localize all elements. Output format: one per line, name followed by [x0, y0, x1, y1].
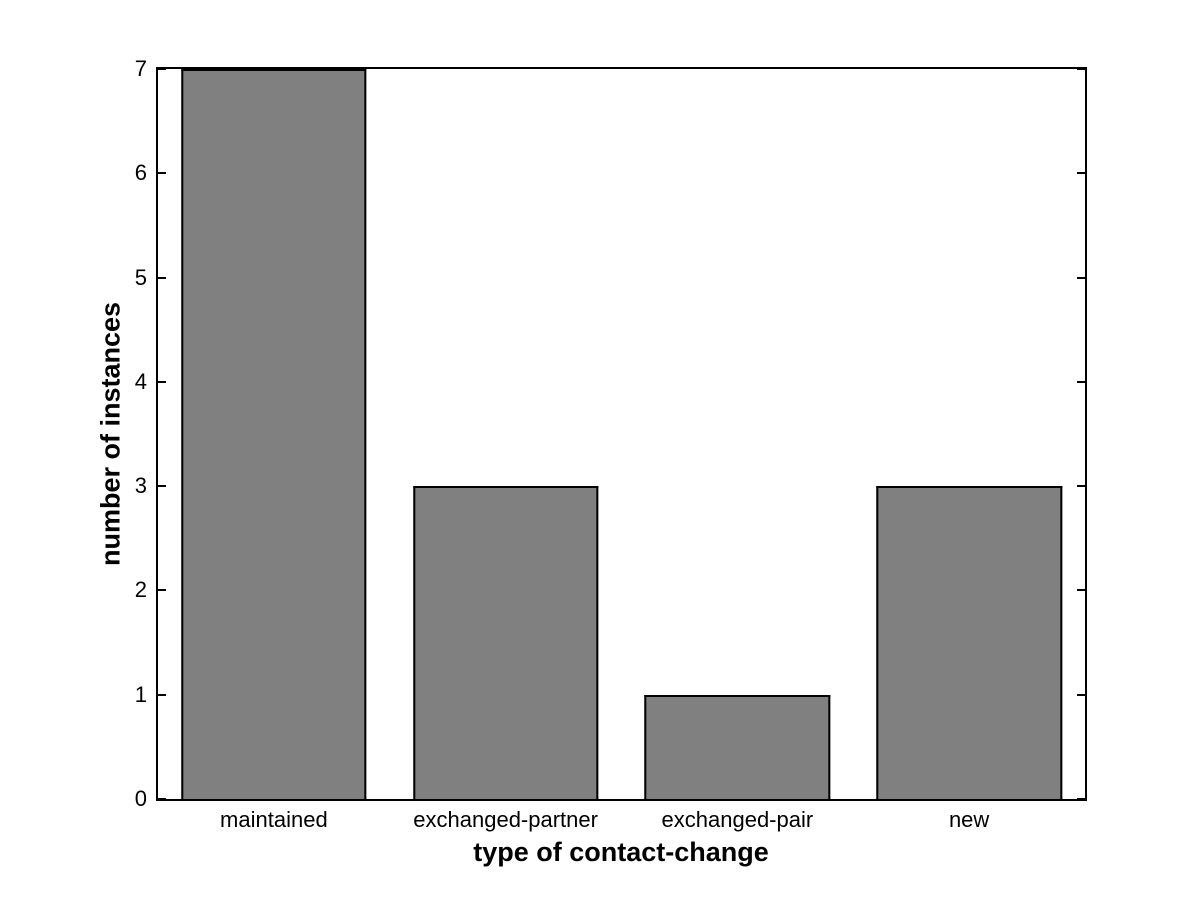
x-tick-labels: maintained exchanged-partner exchanged-pai… — [158, 807, 1085, 836]
y-tick-left-0 — [158, 798, 166, 800]
y-tick-label-2: 2 — [134, 577, 147, 603]
y-tick-left-2 — [158, 589, 166, 592]
y-tick-label-6: 6 — [134, 160, 147, 186]
x-axis-label: type of contact-change — [473, 837, 769, 867]
y-axis-label: number of instances — [95, 301, 126, 567]
bar-new — [876, 486, 1062, 799]
y-tick-label-7: 7 — [134, 56, 147, 81]
plot-area — [156, 67, 1087, 801]
bar-exchanged-pair — [644, 694, 831, 799]
x-tick-label-maintained: maintained — [220, 807, 328, 832]
y-tick-left-5 — [158, 276, 166, 279]
y-tick-right-1 — [1077, 693, 1085, 696]
y-tick-label-3: 3 — [134, 473, 147, 499]
bar-exchanged-partner — [412, 486, 599, 799]
y-tick-right-7 — [1077, 68, 1085, 70]
y-tick-right-4 — [1077, 380, 1085, 383]
y-tick-label-5: 5 — [134, 264, 147, 290]
y-tick-label-4: 4 — [134, 368, 147, 394]
y-tick-left-4 — [158, 380, 166, 383]
y-tick-right-2 — [1077, 589, 1085, 592]
y-tick-labels: 0 1 2 3 4 5 6 7 — [0, 58, 147, 810]
x-tick-label-new: new — [948, 807, 990, 832]
y-tick-right-3 — [1077, 485, 1085, 488]
bar-maintained — [181, 69, 367, 799]
y-tick-right-5 — [1077, 276, 1085, 279]
y-tick-left-1 — [158, 693, 166, 696]
x-tick-label-exchanged-pair: exchanged-pair — [661, 807, 814, 832]
x-tick-label-exchanged-partner: exchanged-partner — [413, 807, 598, 832]
y-tick-left-7 — [158, 68, 166, 70]
y-tick-left-6 — [158, 172, 166, 175]
y-tick-right-6 — [1077, 172, 1085, 175]
y-tick-right-0 — [1077, 798, 1085, 800]
y-tick-label-0: 0 — [134, 786, 147, 811]
y-tick-label-1: 1 — [134, 681, 147, 707]
y-tick-left-3 — [158, 485, 166, 488]
